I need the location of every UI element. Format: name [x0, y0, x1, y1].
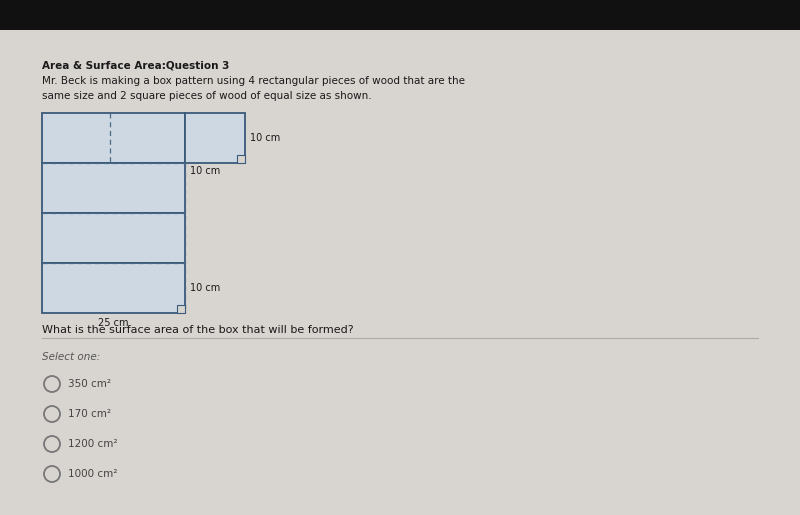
Text: 25 cm: 25 cm: [98, 318, 129, 328]
Bar: [177, 305, 185, 313]
Text: 1000 cm²: 1000 cm²: [68, 469, 118, 479]
Text: 10 cm: 10 cm: [190, 283, 220, 293]
Text: 10 cm: 10 cm: [190, 166, 220, 176]
Bar: [42, 213, 185, 263]
Bar: [185, 113, 245, 163]
Text: Mr. Beck is making a box pattern using 4 rectangular pieces of wood that are the: Mr. Beck is making a box pattern using 4…: [42, 76, 465, 86]
Bar: [42, 263, 185, 313]
Bar: [0, 0, 800, 30]
Text: same size and 2 square pieces of wood of equal size as shown.: same size and 2 square pieces of wood of…: [42, 91, 372, 101]
Text: 1200 cm²: 1200 cm²: [68, 439, 118, 449]
Text: What is the surface area of the box that will be formed?: What is the surface area of the box that…: [42, 325, 354, 335]
Text: Area & Surface Area:Question 3: Area & Surface Area:Question 3: [42, 60, 230, 70]
Text: 350 cm²: 350 cm²: [68, 379, 111, 389]
Text: 10 cm: 10 cm: [250, 133, 280, 143]
Bar: [237, 155, 245, 163]
Text: 170 cm²: 170 cm²: [68, 409, 111, 419]
Bar: [42, 163, 185, 213]
Text: Select one:: Select one:: [42, 352, 100, 362]
Bar: [42, 113, 185, 163]
